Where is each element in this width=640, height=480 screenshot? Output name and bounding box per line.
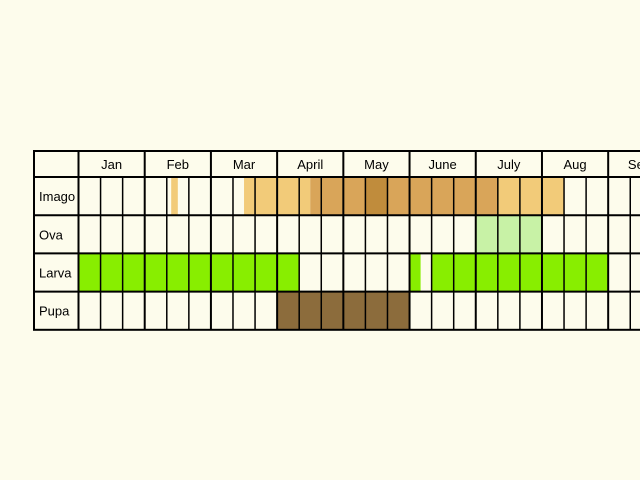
month-label-mar: Mar	[233, 157, 256, 172]
chart-labels: JanFebMarAprilMayJuneJulyAugSeptOctNovDe…	[39, 157, 640, 319]
month-label-july: July	[497, 157, 521, 172]
band-larva-8	[409, 253, 421, 292]
month-label-jan: Jan	[101, 157, 122, 172]
chart-grid	[33, 150, 640, 331]
month-label-feb: Feb	[167, 157, 189, 172]
stage-label-larva: Larva	[39, 266, 72, 281]
stage-label-ova: Ova	[39, 227, 64, 242]
month-label-aug: Aug	[564, 157, 587, 172]
stage-label-pupa: Pupa	[39, 304, 70, 319]
month-label-june: June	[429, 157, 457, 172]
band-ova-6	[475, 215, 542, 254]
stage-label-imago: Imago	[39, 189, 75, 204]
band-imago-4	[497, 177, 565, 216]
month-label-may: May	[364, 157, 389, 172]
month-label-april: April	[297, 157, 323, 172]
band-imago-0	[171, 177, 178, 216]
band-imago-2	[310, 177, 498, 216]
band-imago-3	[365, 177, 388, 216]
month-label-sept: Sept	[628, 157, 640, 172]
